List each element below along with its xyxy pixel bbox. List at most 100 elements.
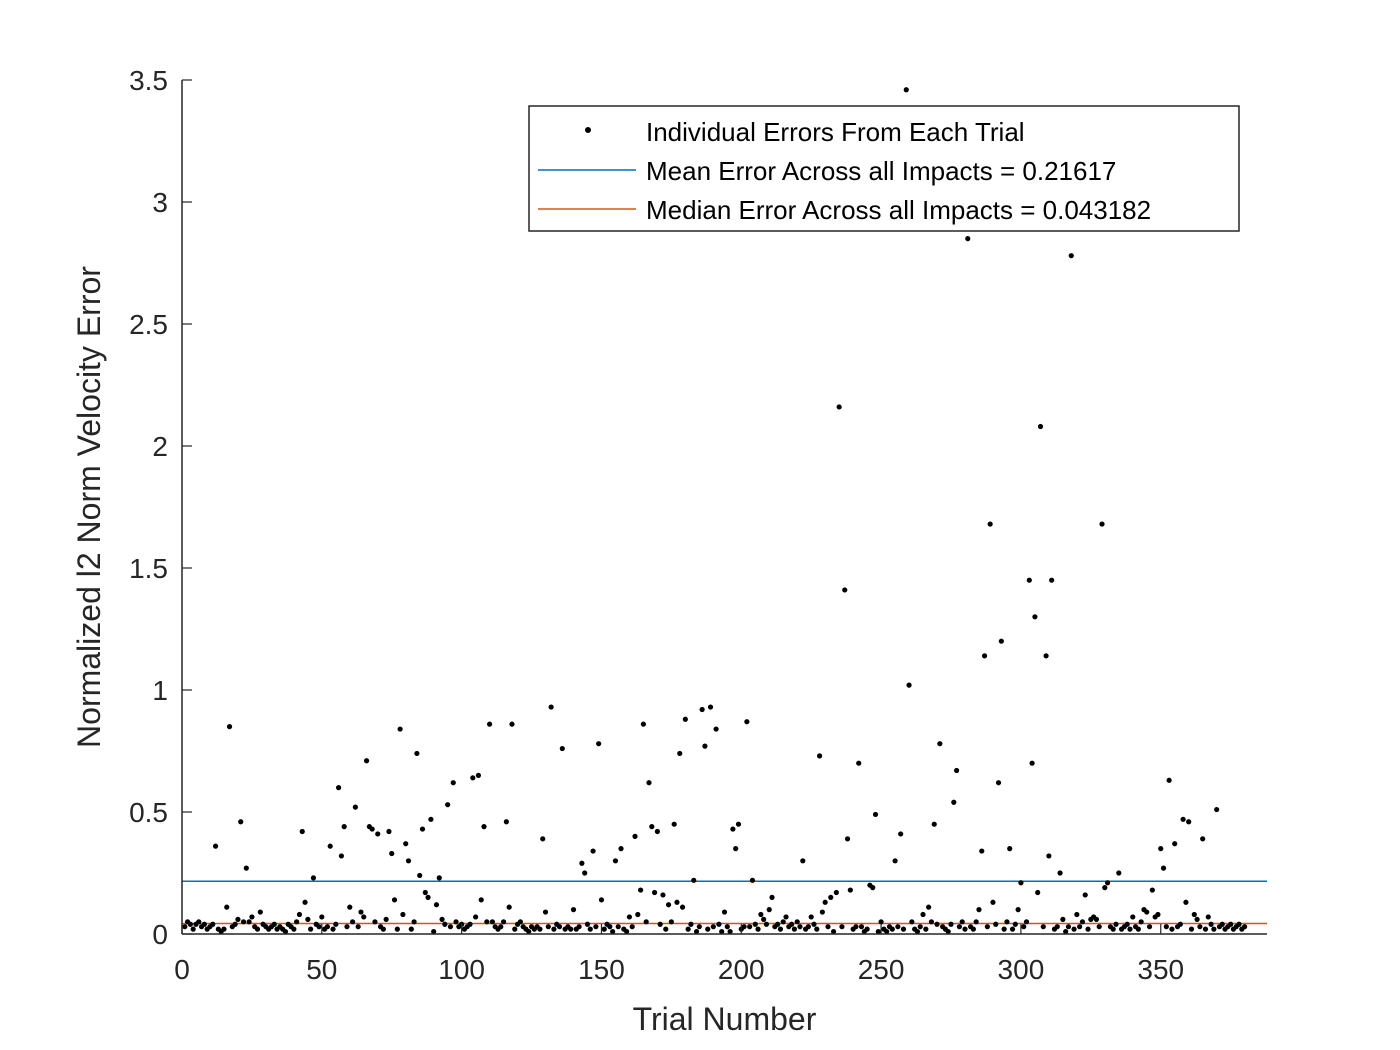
data-point (1021, 924, 1027, 930)
data-point (909, 919, 915, 925)
data-point (651, 889, 658, 896)
data-point (696, 924, 702, 930)
data-point (948, 921, 954, 927)
data-point (450, 780, 456, 786)
data-point (819, 909, 825, 915)
data-point (391, 897, 398, 903)
data-point (775, 921, 781, 927)
data-point (1065, 924, 1072, 930)
legend-entry-points: Individual Errors From Each Trial (646, 117, 1025, 147)
data-point (719, 928, 725, 935)
data-point (822, 899, 828, 905)
data-point (380, 926, 386, 932)
data-point (987, 521, 993, 527)
y-tick-label: 2 (152, 431, 168, 462)
data-point (386, 828, 392, 835)
data-point (638, 887, 644, 893)
data-point (1032, 614, 1038, 620)
data-point (1160, 865, 1167, 871)
data-point (403, 841, 409, 847)
data-point (733, 846, 739, 852)
data-point (789, 921, 795, 927)
data-point (361, 914, 367, 920)
data-point (431, 928, 437, 935)
data-point (984, 924, 990, 930)
data-point (624, 928, 630, 935)
data-point (917, 924, 923, 930)
data-point (341, 824, 347, 830)
data-point (926, 904, 932, 910)
data-point (1018, 880, 1024, 886)
data-point (352, 804, 358, 810)
data-point (1197, 924, 1203, 930)
data-point (727, 928, 733, 935)
data-point (677, 750, 683, 757)
data-point (735, 821, 742, 827)
data-point (626, 914, 633, 920)
data-point (548, 704, 554, 710)
data-point (878, 919, 884, 925)
data-point (797, 924, 803, 930)
data-point (1029, 760, 1035, 766)
data-point (1012, 921, 1018, 927)
data-point (210, 921, 216, 927)
data-point (1219, 921, 1225, 927)
data-point (358, 909, 364, 915)
data-point (1163, 924, 1169, 930)
data-point (903, 87, 909, 93)
data-point (1110, 926, 1116, 932)
data-point (294, 919, 300, 925)
data-point (470, 775, 476, 781)
data-point (187, 921, 193, 927)
data-point (1186, 819, 1192, 825)
data-point (1158, 846, 1164, 852)
data-point (344, 924, 350, 930)
data-point (707, 704, 714, 710)
legend: Individual Errors From Each Trial Mean E… (528, 105, 1240, 232)
data-point (836, 404, 842, 410)
data-point (419, 826, 426, 832)
data-point (970, 926, 976, 932)
data-point (654, 828, 660, 835)
data-point (945, 928, 951, 935)
data-point (870, 885, 876, 891)
data-point (1007, 846, 1013, 852)
data-point (663, 926, 669, 932)
data-point (246, 919, 252, 925)
data-point (1144, 909, 1150, 915)
y-tick-label: 1.5 (129, 553, 168, 584)
data-point (249, 914, 255, 920)
data-point (545, 924, 551, 930)
data-point (858, 924, 865, 930)
data-point (1124, 921, 1130, 927)
data-point (526, 928, 532, 935)
data-point (1085, 926, 1091, 932)
data-point (691, 877, 697, 883)
data-point (920, 911, 926, 918)
data-point (618, 846, 624, 852)
data-point (1228, 921, 1234, 927)
data-point (296, 911, 303, 918)
data-point (445, 802, 451, 808)
data-point (632, 833, 638, 840)
data-point (238, 819, 244, 825)
data-point (783, 914, 789, 920)
data-point (397, 726, 403, 732)
x-tick-label: 100 (438, 954, 485, 985)
data-point (254, 926, 261, 932)
data-point (791, 926, 798, 932)
data-point (674, 899, 680, 905)
data-point (299, 828, 305, 835)
data-point (923, 926, 929, 932)
data-point (1236, 921, 1242, 927)
data-point (576, 924, 582, 930)
data-point (800, 858, 806, 864)
data-point (853, 924, 859, 930)
data-point (766, 907, 772, 913)
data-point (506, 904, 512, 910)
data-point (540, 836, 546, 842)
data-point (956, 924, 962, 930)
data-point (1077, 924, 1083, 930)
legend-entry-median: Median Error Across all Impacts = 0.0431… (646, 195, 1151, 225)
data-point (884, 928, 890, 935)
